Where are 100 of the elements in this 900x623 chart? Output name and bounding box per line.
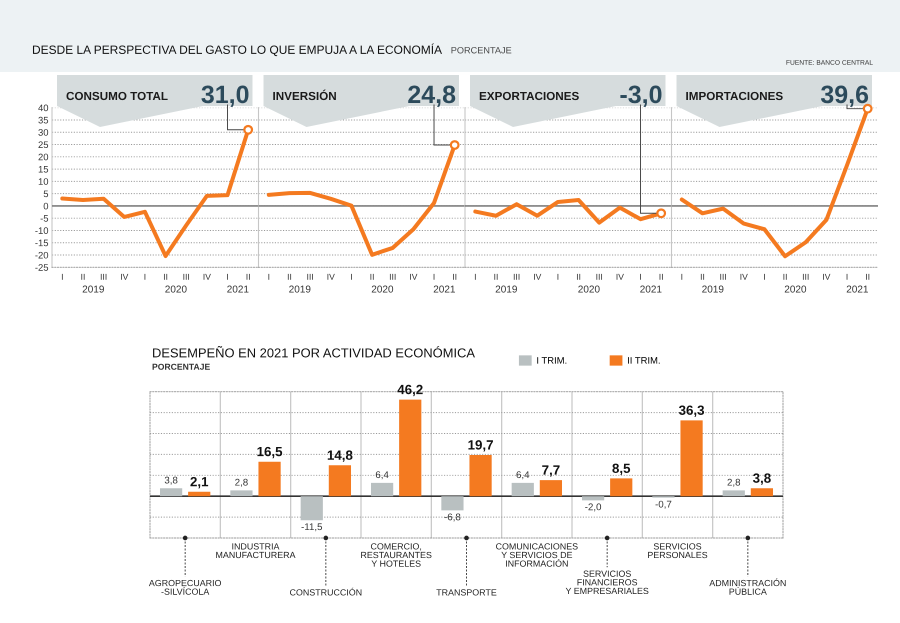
y-tick-label: 40	[38, 104, 48, 112]
data-label: 2,1	[190, 476, 208, 488]
data-label: 39,6	[820, 86, 868, 107]
x-tick-label: III	[802, 274, 809, 280]
y-tick-label: 25	[38, 141, 48, 148]
bar	[230, 490, 253, 496]
chart-title: EXPORTACIONES	[480, 92, 579, 100]
data-label: -6,8	[444, 513, 460, 522]
bar	[750, 488, 774, 496]
x-tick-label: II	[164, 274, 168, 280]
text: 2019	[289, 286, 310, 293]
x-tick-label: AGROPECUARIO -SILVÍCOLA	[148, 580, 222, 595]
chart-title: INVERSIÓN	[273, 90, 336, 100]
x-tick-label: IV	[328, 274, 335, 280]
x-tick-label: I	[474, 274, 476, 280]
x-tick-label: IV	[121, 274, 128, 280]
bar	[582, 496, 604, 500]
x-tick-label: I	[268, 274, 270, 280]
legend-label: I TRIM.	[537, 357, 566, 364]
x-tick-label: I	[764, 274, 765, 280]
text: 2019	[496, 286, 517, 293]
x-tick-label: III	[720, 274, 726, 280]
data-label: 31,0	[201, 86, 248, 107]
x-tick-label: II	[866, 274, 870, 280]
y-tick-label: 0	[44, 202, 48, 210]
data-label: 46,2	[397, 384, 423, 396]
y-tick-label: 20	[38, 154, 48, 160]
bar	[441, 496, 464, 510]
data-label: 2,8	[235, 478, 248, 487]
x-tick-label: II	[494, 274, 498, 280]
data-label: 3,8	[164, 476, 178, 485]
legend-label: II TRIM.	[628, 357, 660, 364]
x-tick-label: II	[453, 274, 456, 280]
chart-title: IMPORTACIONES	[686, 92, 783, 100]
data-label: 6,4	[376, 471, 389, 480]
data-label: 14,8	[328, 450, 352, 462]
x-tick-label: I	[144, 274, 146, 280]
x-tick-label: CONSTRUCCIÓN	[290, 588, 362, 596]
x-tick-label: I	[846, 274, 848, 280]
bar	[399, 400, 422, 496]
data-label: 16,5	[257, 446, 282, 458]
x-tick-label: I	[62, 274, 63, 280]
bar	[370, 482, 394, 496]
bar	[300, 496, 323, 520]
bar	[160, 488, 182, 496]
y-tick-label: -20	[35, 252, 48, 259]
chart-title: CONSUMO TOTAL	[66, 92, 168, 100]
x-tick-label: II	[370, 274, 374, 280]
x-tick-label: IV	[534, 274, 542, 280]
x-tick-label: II	[576, 274, 580, 280]
text: 2019	[702, 286, 724, 293]
text: 2020	[784, 286, 806, 293]
data-label: 3,8	[752, 473, 771, 485]
data-label: 7,7	[542, 465, 560, 477]
data-label: 24,8	[408, 86, 456, 107]
x-tick-label: IV	[823, 274, 830, 280]
x-tick-label: IV	[410, 274, 418, 280]
x-tick-label: COMUNICACIONES Y SERVICIOS DE INFORMACIÓN	[496, 543, 578, 567]
data-label: 8,5	[612, 464, 630, 475]
x-tick-label: I	[351, 274, 352, 280]
x-tick-label: TRANSPORTE	[436, 589, 496, 596]
x-tick-label: III	[596, 274, 602, 280]
text: 2019	[82, 286, 104, 293]
bar	[328, 465, 352, 496]
bar	[722, 490, 745, 496]
x-tick-label: I	[640, 274, 641, 280]
text: 2021	[434, 286, 455, 293]
data-label: 2,8	[728, 478, 740, 487]
text: 2020	[165, 286, 187, 293]
bar	[680, 420, 703, 496]
chart-title: DESEMPEÑO EN 2021 POR ACTIVIDAD ECONÓMICA	[153, 346, 475, 358]
text: 2021	[227, 286, 248, 293]
data-label: -11,5	[301, 523, 322, 532]
text: DESDE LA PERSPECTIVA DEL GASTO LO QUE EMPUJA A LA ECONOMÍA	[32, 43, 442, 56]
y-tick-label: -15	[35, 240, 48, 246]
x-tick-label: INDUSTRIA MANUFACTURERA	[216, 543, 296, 558]
bar	[610, 478, 632, 496]
data-label: 19,7	[468, 440, 493, 452]
y-tick-label: -10	[35, 227, 48, 234]
text: 2020	[372, 286, 394, 293]
text: 2021	[846, 286, 868, 293]
x-tick-label: COMERCIO, RESTAURANTES Y HOTELES	[361, 543, 432, 567]
data-label: 36,3	[678, 405, 704, 417]
x-tick-label: ADMINISTRACIÓN PÚBLICA	[709, 578, 786, 595]
x-tick-label: IV	[616, 274, 624, 280]
text: PORCENTAJE	[452, 46, 512, 54]
x-tick-label: II	[246, 274, 250, 280]
x-tick-label: III	[307, 274, 313, 280]
bar	[188, 492, 210, 496]
x-tick-label: IV	[740, 274, 748, 280]
x-tick-label: II	[288, 274, 292, 280]
x-tick-label: I	[227, 274, 228, 280]
y-tick-label: -5	[40, 215, 48, 222]
y-tick-label: 10	[38, 178, 48, 185]
text: 2020	[578, 286, 600, 293]
data-label: -0,7	[655, 500, 672, 509]
x-tick-label: SERVICIOS FINANCIEROS Y EMPRESARIALES	[566, 570, 648, 594]
x-tick-label: III	[390, 274, 396, 280]
chart-subtitle: PORCENTAJE	[152, 364, 210, 370]
x-tick-label: I	[681, 274, 682, 280]
